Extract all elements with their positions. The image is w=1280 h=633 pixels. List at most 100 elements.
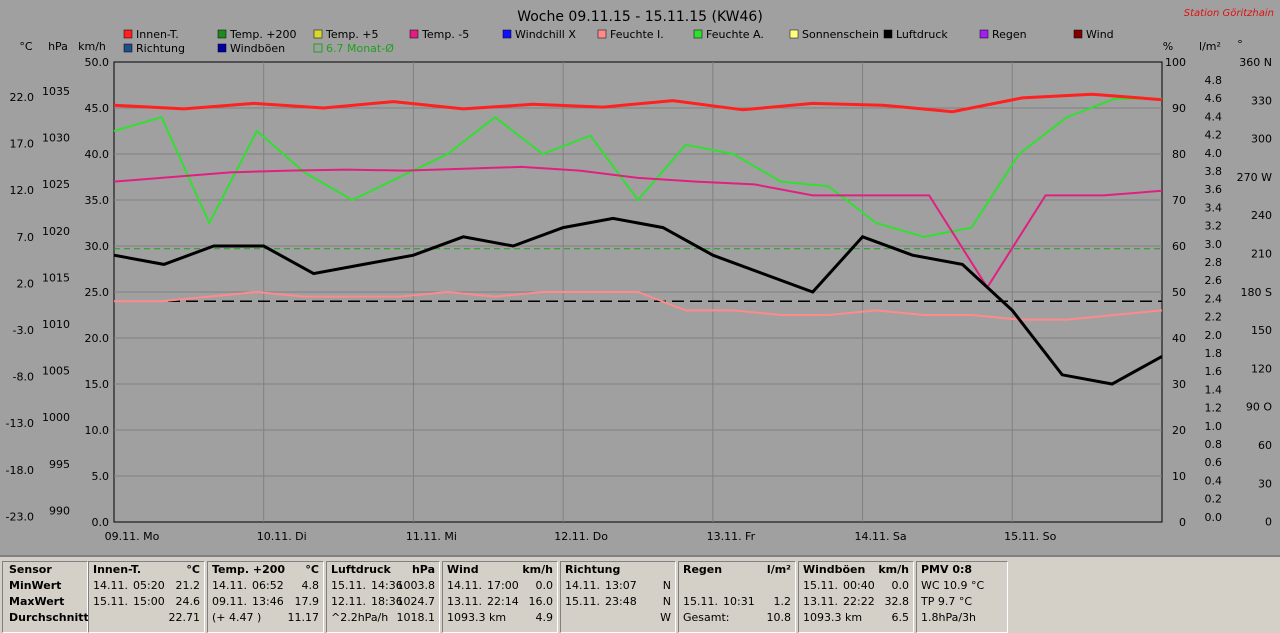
rain-tick-label: 3.6 <box>1205 183 1223 196</box>
stats-innen-min-date: 14.11. <box>93 579 128 592</box>
stats-pmv-title: PMV 0:8 <box>921 563 973 576</box>
wind-tick-label: 30.0 <box>85 240 110 253</box>
direction-tick-label: 210 <box>1251 248 1272 261</box>
pressure-tick-label: 990 <box>49 504 70 517</box>
rain-tick-label: 0.2 <box>1205 493 1223 506</box>
legend-swatch <box>313 29 323 39</box>
stats-regen-total-value: 10.8 <box>766 611 792 624</box>
temp-tick-label: -3.0 <box>13 324 34 337</box>
stats-boeen-max-date: 13.11. <box>803 595 838 608</box>
stats-boeen-max-time: 22:22 <box>843 595 875 608</box>
rain-tick-label: 1.4 <box>1205 383 1223 396</box>
x-tick-label: 10.11. Di <box>257 530 307 543</box>
stats-temp-min-time: 06:52 <box>252 579 284 592</box>
stats-richtung-title: Richtung <box>565 563 621 576</box>
rain-tick-label: 4.8 <box>1205 74 1223 87</box>
rain-tick-label: 3.8 <box>1205 165 1223 178</box>
rain-tick-label: 2.4 <box>1205 292 1223 305</box>
direction-tick-label: 0 <box>1265 516 1272 529</box>
stats-wind-max-time: 22:14 <box>487 595 519 608</box>
legend-swatch <box>123 43 133 53</box>
temp-tick-label: 7.0 <box>17 231 35 244</box>
stats-pmv-block: PMV 0:8 WC 10.9 °C TP 9.7 °C 1.8hPa/3h <box>916 561 1008 633</box>
pressure-tick-label: 1005 <box>42 365 70 378</box>
legend-swatch <box>883 29 893 39</box>
humidity-tick-label: 70 <box>1172 194 1186 207</box>
temp-tick-label: 12.0 <box>10 184 35 197</box>
humidity-unit-label: % <box>1163 40 1173 53</box>
x-tick-label: 09.11. Mo <box>105 530 160 543</box>
axes: 22.0 17.0 12.0 7.0 2.0 -3.0 -8.0 -13.0 -18.0 -23.… <box>6 38 1273 543</box>
stats-sensor-title: Sensor <box>9 563 52 576</box>
stats-boeen-distance: 1093.3 km <box>803 611 863 624</box>
legend-label: Temp. -5 <box>421 28 469 41</box>
rain-tick-label: 1.2 <box>1205 402 1223 415</box>
series-luftdruck <box>113 216 1163 386</box>
rain-tick-label: 4.6 <box>1205 92 1223 105</box>
rain-tick-label: 1.8 <box>1205 347 1223 360</box>
stats-innen-min-time: 05:20 <box>133 579 165 592</box>
legend-label: Windböen <box>230 42 285 55</box>
rain-unit-label: l/m² <box>1199 40 1221 53</box>
wind-tick-label: 45.0 <box>85 102 110 115</box>
humidity-tick-label: 40 <box>1172 332 1186 345</box>
legend-swatch <box>1073 29 1083 39</box>
direction-tick-label: 330 <box>1251 94 1272 107</box>
stats-temp-max-time: 13:46 <box>252 595 284 608</box>
pressure-tick-label: 1015 <box>42 271 70 284</box>
legend-swatch <box>313 43 323 53</box>
legend-label: Regen <box>992 28 1027 41</box>
stats-druck-trend: ^2.2hPa/h <box>331 611 389 624</box>
stats-wind-distance: 1093.3 km <box>447 611 507 624</box>
humidity-tick-label: 10 <box>1172 470 1186 483</box>
stats-temp-min-value: 4.8 <box>301 579 320 592</box>
wind-tick-label: 20.0 <box>85 332 110 345</box>
rain-tick-label: 2.6 <box>1205 274 1223 287</box>
stats-regen-max-time: 10:31 <box>723 595 755 608</box>
stats-temp-block: Temp. +200 °C 14.11. 06:52 4.8 09.11. 13:46 1… <box>207 561 324 633</box>
legend-swatch <box>693 29 703 39</box>
series-innen-temp <box>113 92 1163 114</box>
direction-tick-label: 180 S <box>1241 286 1272 299</box>
direction-tick-label: 300 <box>1251 133 1272 146</box>
stats-regen-block: Regen l/m² 15.11. 10:31 1.2 Gesamt: 10.8 <box>678 561 796 633</box>
stats-pmv-dewpoint: TP 9.7 °C <box>921 595 973 608</box>
legend-label: Feuchte I. <box>610 28 664 41</box>
stats-boeen-min-time: 00:40 <box>843 579 875 592</box>
direction-tick-label: 120 <box>1251 362 1272 375</box>
stats-druck-block: Luftdruck hPa 15.11. 14:36 1003.8 12.11. 18:… <box>326 561 440 633</box>
stats-wind-max-date: 13.11. <box>447 595 482 608</box>
legend-label: Luftdruck <box>896 28 948 41</box>
stats-avg-label: Durchschnitt <box>9 611 89 624</box>
rain-tick-label: 2.8 <box>1205 256 1223 269</box>
stats-wind-unit: km/h <box>522 563 553 576</box>
stats-boeen-unit: km/h <box>878 563 909 576</box>
pressure-tick-label: 1020 <box>42 225 70 238</box>
rain-tick-label: 4.4 <box>1205 110 1223 123</box>
stats-druck-max-date: 12.11. <box>331 595 366 608</box>
humidity-tick-label: 80 <box>1172 148 1186 161</box>
humidity-tick-label: 50 <box>1172 286 1186 299</box>
pressure-tick-label: 1010 <box>42 318 70 331</box>
direction-tick-label: 90 O <box>1246 401 1272 414</box>
stats-regen-max-date: 15.11. <box>683 595 718 608</box>
stats-regen-total-label: Gesamt: <box>683 611 730 624</box>
humidity-tick-label: 100 <box>1165 56 1186 69</box>
stats-richtung-block: Richtung 14.11. 13:07 N 15.11. 23:48 N W <box>560 561 676 633</box>
stats-druck-avg-value: 1018.1 <box>396 611 436 624</box>
legend-label: Temp. +200 <box>229 28 297 41</box>
stats-druck-unit: hPa <box>411 563 435 576</box>
chart-area: 22.0 17.0 12.0 7.0 2.0 -3.0 -8.0 -13.0 -18.0 -23.… <box>0 0 1280 555</box>
temp-tick-label: 17.0 <box>10 138 35 151</box>
legend-label: Temp. +5 <box>325 28 379 41</box>
wind-tick-label: 35.0 <box>85 194 110 207</box>
temp-tick-label: -18.0 <box>6 464 34 477</box>
x-tick-label: 15.11. So <box>1004 530 1056 543</box>
rain-tick-label: 2.2 <box>1205 311 1223 324</box>
direction-tick-label: 30 <box>1258 477 1272 490</box>
stats-druck-min-value: 1003.8 <box>396 579 436 592</box>
stats-innen-unit: °C <box>186 563 200 576</box>
stats-wind-min-date: 14.11. <box>447 579 482 592</box>
stats-regen-unit: l/m² <box>766 563 791 576</box>
humidity-tick-label: 30 <box>1172 378 1186 391</box>
